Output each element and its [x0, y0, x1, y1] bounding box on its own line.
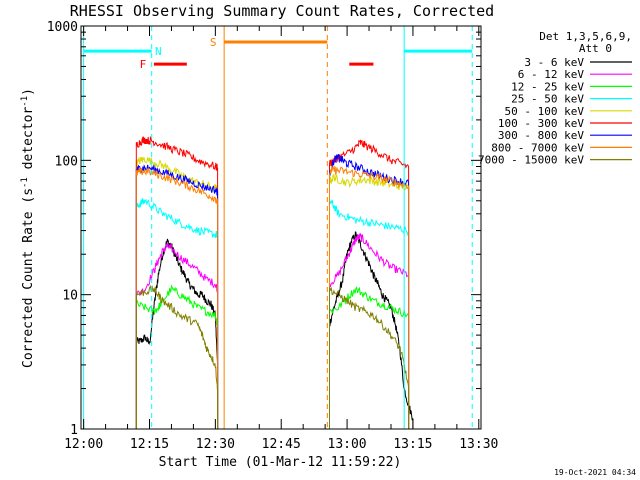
- series-line-6-seg-0: [135, 164, 219, 429]
- plot-lines: [135, 135, 414, 429]
- legend-entry-label: 6 - 12 keV: [518, 68, 585, 81]
- y-axis-label-sup: -1: [20, 177, 30, 188]
- x-tick-label: 12:45: [262, 437, 301, 452]
- y-axis: 1 10 100 1000: [47, 20, 481, 438]
- legend-entry-label: 100 - 300 keV: [498, 117, 584, 130]
- series-line-1-seg-0: [135, 241, 219, 429]
- x-tick-label: 13:00: [328, 437, 367, 452]
- series-line-8-seg-0: [135, 284, 219, 429]
- x-axis-label: Start Time (01-Mar-12 11:59:22): [159, 455, 402, 470]
- series-line-2-seg-0: [135, 284, 219, 429]
- legend-title-line2: Att 0: [579, 42, 612, 55]
- y-axis-label-end: ): [21, 88, 36, 96]
- y-axis-label-sup2: -1: [20, 96, 30, 107]
- legend-entry-label: 25 - 50 keV: [511, 93, 584, 106]
- x-tick-label: 13:30: [459, 437, 498, 452]
- y-tick-label: 1000: [47, 20, 78, 35]
- x-tick-label: 12:00: [64, 437, 103, 452]
- x-tick-label: 12:15: [130, 437, 169, 452]
- legend-entry-label: 12 - 25 keV: [511, 80, 584, 93]
- series-line-7-seg-1: [329, 165, 410, 429]
- state-markers: NF S: [83, 26, 473, 429]
- series-line-1-seg-1: [329, 232, 410, 429]
- legend-entry-label: 3 - 6 keV: [524, 56, 584, 69]
- y-axis-label-main: Corrected Count Rate (s: [21, 188, 36, 368]
- y-tick-label: 1: [70, 423, 78, 438]
- legend-entry-label: 7000 - 15000 keV: [478, 154, 584, 167]
- y-axis-label-mid: detector: [21, 107, 36, 178]
- series-line-0-seg-0: [135, 238, 219, 429]
- series-line-5-seg-0: [135, 135, 219, 429]
- footer-date: 19-Oct-2021 04:34: [554, 468, 636, 477]
- x-axis: 12:00 12:15 12:30 12:45 13:00 13:15 13:30: [64, 26, 498, 452]
- x-tick-label: 13:15: [393, 437, 432, 452]
- legend-title-line1: Det 1,3,5,6,9,: [539, 30, 632, 43]
- series-line-4-seg-0: [135, 156, 219, 429]
- legend-entry-label: 800 - 7000 keV: [491, 141, 584, 154]
- saa-label: S: [210, 36, 217, 49]
- chart-title: RHESSI Observing Summary Count Rates, Co…: [70, 2, 494, 20]
- x-tick-label: 12:30: [196, 437, 235, 452]
- series-line-3-seg-0: [135, 198, 219, 429]
- night-label: N: [155, 45, 162, 58]
- series-line-0-seg-1: [329, 231, 414, 429]
- series-line-8-seg-1: [329, 286, 410, 429]
- y-tick-label: 100: [55, 154, 78, 169]
- legend-entry-label: 50 - 100 keV: [505, 105, 585, 118]
- series-line-3-seg-1: [329, 197, 410, 429]
- legend-entry-label: 300 - 800 keV: [498, 129, 584, 142]
- y-axis-label: Corrected Count Rate (s-1 detector-1): [20, 88, 36, 368]
- series-line-4-seg-1: [329, 173, 410, 429]
- series-line-7-seg-0: [135, 167, 219, 429]
- flare-label: F: [140, 58, 147, 71]
- series-line-6-seg-1: [329, 153, 410, 429]
- series-line-2-seg-1: [329, 286, 410, 429]
- plot-frame: [80, 25, 482, 430]
- y-tick-label: 10: [62, 289, 78, 304]
